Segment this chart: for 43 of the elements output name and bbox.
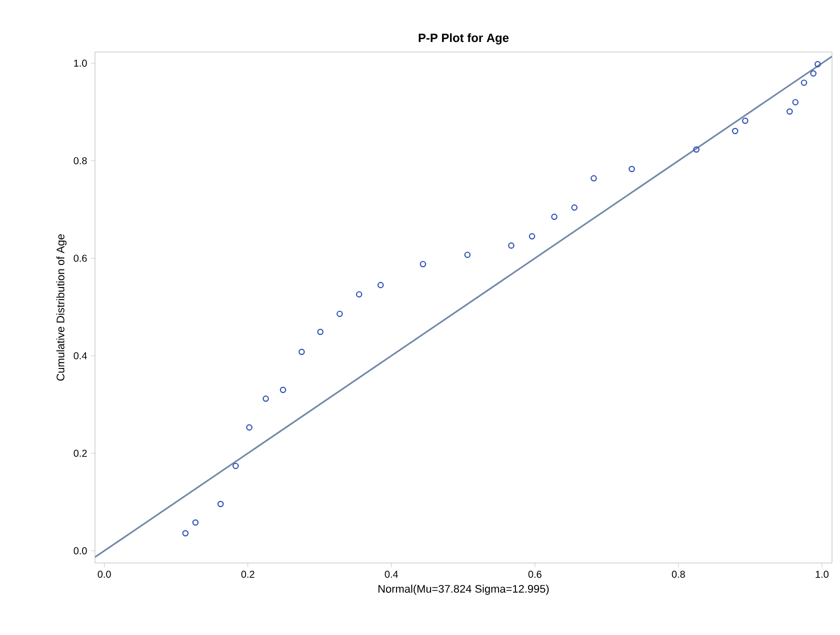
point [693,146,700,153]
y-tick-label: 0.8 [74,157,87,164]
y-tick-label: 0.6 [74,254,87,262]
y-tick-label: 0.2 [74,450,87,457]
point [551,214,558,220]
point [246,424,252,431]
point [732,128,738,134]
x-axis-title: Normal(Mu=37.824 Sigma=12.995) [378,584,549,595]
chart-title: P-P Plot for Age [418,33,509,44]
x-tick-label: 0.4 [384,570,398,578]
x-tick-label: 0.2 [241,570,254,578]
x-tick-label: 0.8 [672,570,685,578]
point [192,519,199,526]
point [317,328,324,336]
point [356,291,362,298]
point [628,166,635,172]
point [182,530,189,536]
x-tick-label: 0.0 [98,570,111,578]
y-axis-title: Cumulative Distribution of Age [56,234,67,381]
point [377,282,384,288]
point [786,108,793,115]
point [800,80,808,86]
point [810,70,816,77]
point [280,386,286,394]
point [528,233,536,240]
point [508,242,514,249]
point [420,260,426,268]
y-tick-label: 0.0 [74,547,87,554]
point [590,175,597,182]
point [298,348,305,356]
point [792,99,799,106]
point [232,462,239,470]
point [571,204,578,211]
point [742,118,748,124]
x-tick-label: 1.0 [816,570,829,578]
x-tick-label: 0.6 [528,570,542,578]
point [217,500,224,508]
y-tick-label: 1.0 [74,60,87,67]
point [262,396,269,402]
point [336,310,343,317]
point [814,61,821,68]
y-tick-label: 0.4 [74,352,87,360]
point [464,252,471,258]
